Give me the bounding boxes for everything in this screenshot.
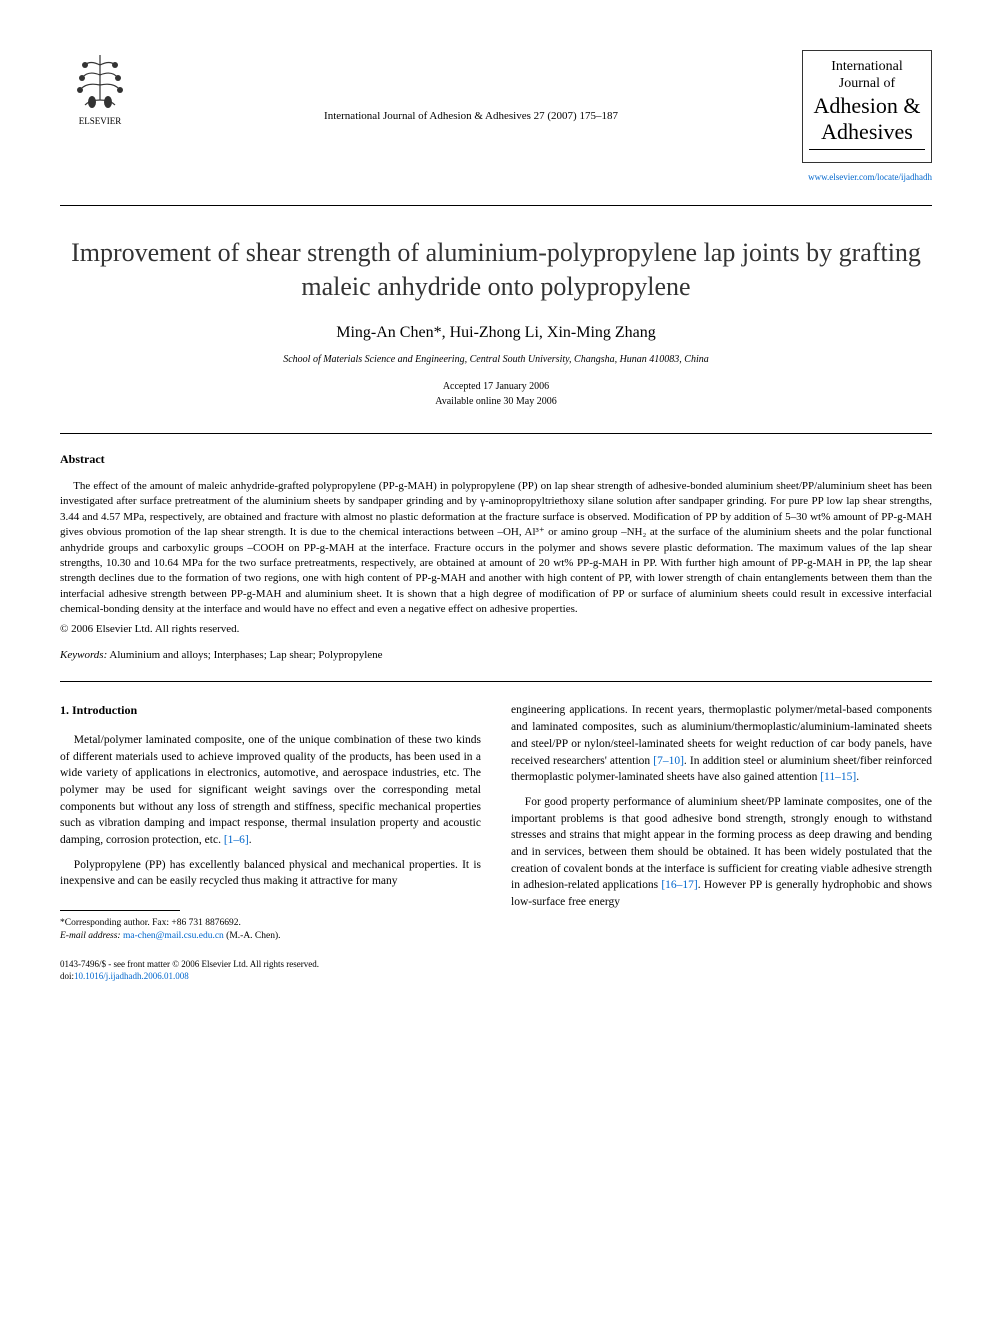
abstract-bottom-rule: [60, 681, 932, 682]
journal-url-link[interactable]: www.elsevier.com/locate/ijadhadh: [808, 172, 932, 182]
footer-info: 0143-7496/$ - see front matter © 2006 El…: [60, 958, 481, 983]
corresponding-fax: *Corresponding author. Fax: +86 731 8876…: [60, 917, 481, 930]
authors-line: Ming-An Chen*, Hui-Zhong Li, Xin-Ming Zh…: [60, 324, 932, 342]
intro-para-2-cont: engineering applications. In recent year…: [511, 702, 932, 785]
abstract-heading: Abstract: [60, 452, 932, 467]
elsevier-tree-icon: [70, 50, 130, 110]
email-link[interactable]: ma-chen@mail.csu.edu.cn: [123, 931, 224, 941]
left-column: 1. Introduction Metal/polymer laminated …: [60, 702, 481, 982]
keywords-label: Keywords:: [60, 649, 107, 661]
ref-link-7-10[interactable]: [7–10]: [653, 755, 684, 767]
publisher-logo: ELSEVIER: [60, 50, 140, 126]
keywords-line: Keywords: Aluminium and alloys; Interpha…: [60, 649, 932, 661]
journal-cover-title: International Journal of Adhesion & Adhe…: [809, 59, 925, 145]
right-column: engineering applications. In recent year…: [511, 702, 932, 982]
keywords-text: Aluminium and alloys; Interphases; Lap s…: [109, 649, 382, 661]
article-title: Improvement of shear strength of alumini…: [60, 236, 932, 304]
ref-link-11-15[interactable]: [11–15]: [820, 771, 856, 783]
email-label: E-mail address:: [60, 931, 121, 941]
ref-link-1-6[interactable]: [1–6]: [224, 834, 249, 846]
header-rule: [60, 205, 932, 206]
journal-cover-box: International Journal of Adhesion & Adhe…: [802, 50, 932, 185]
publication-dates: Accepted 17 January 2006 Available onlin…: [60, 379, 932, 409]
footnote-separator: [60, 910, 180, 911]
page-header: ELSEVIER International Journal of Adhesi…: [60, 50, 932, 185]
section-1-heading: 1. Introduction: [60, 702, 481, 719]
publisher-name: ELSEVIER: [60, 116, 140, 126]
intro-para-1: Metal/polymer laminated composite, one o…: [60, 732, 481, 849]
ref-link-16-17[interactable]: [16–17]: [661, 879, 697, 891]
doi-line: doi:10.1016/j.ijadhadh.2006.01.008: [60, 970, 481, 983]
corresponding-email-line: E-mail address: ma-chen@mail.csu.edu.cn …: [60, 930, 481, 943]
journal-reference: International Journal of Adhesion & Adhe…: [140, 50, 802, 122]
abstract-body: The effect of the amount of maleic anhyd…: [60, 479, 932, 618]
corresponding-author-footnote: *Corresponding author. Fax: +86 731 8876…: [60, 917, 481, 944]
doi-link[interactable]: 10.1016/j.ijadhadh.2006.01.008: [74, 971, 189, 981]
accepted-date: Accepted 17 January 2006: [60, 379, 932, 394]
available-online-date: Available online 30 May 2006: [60, 394, 932, 409]
intro-para-3: For good property performance of alumini…: [511, 794, 932, 911]
body-columns: 1. Introduction Metal/polymer laminated …: [60, 702, 932, 982]
email-author-suffix: (M.-A. Chen).: [226, 931, 280, 941]
issn-front-matter: 0143-7496/$ - see front matter © 2006 El…: [60, 958, 481, 971]
intro-para-2: Polypropylene (PP) has excellently balan…: [60, 857, 481, 890]
affiliation: School of Materials Science and Engineer…: [60, 354, 932, 365]
copyright-line: © 2006 Elsevier Ltd. All rights reserved…: [60, 623, 932, 635]
abstract-top-rule: [60, 433, 932, 434]
